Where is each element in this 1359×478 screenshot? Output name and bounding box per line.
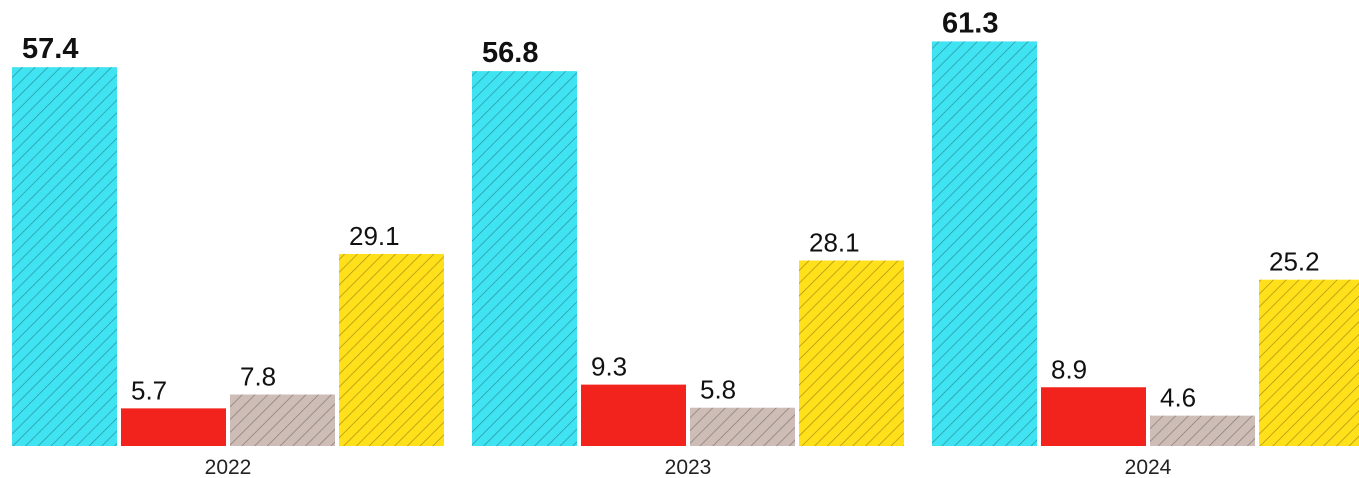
value-label-2024-series-2: 8.9 — [1051, 354, 1087, 384]
bar-hatch-2022-series-1 — [12, 67, 117, 446]
bar-hatch-2024-series-3 — [1150, 415, 1255, 446]
bar-hatch-2024-series-1 — [932, 41, 1037, 447]
category-label-2022: 2022 — [205, 456, 252, 478]
bar-hatch-2023-series-1 — [472, 71, 577, 447]
labels-layer: 57.4 5.7 7.8 29.1 2022 56.8 9.3 5.8 28.1 2023 61.3… — [22, 7, 1320, 478]
bar-2022-series-2 — [121, 408, 226, 446]
value-label-2022-series-1: 57.4 — [22, 33, 78, 65]
bar-hatch-2022-series-3 — [230, 394, 335, 446]
bar-hatch-2023-series-4 — [799, 260, 904, 446]
category-label-2024: 2024 — [1125, 456, 1172, 478]
value-label-2023-series-2: 9.3 — [591, 352, 627, 382]
value-label-2024-series-4: 25.2 — [1269, 247, 1320, 277]
value-label-2023-series-3: 5.8 — [700, 375, 736, 405]
bars-layer — [12, 41, 1359, 447]
value-label-2024-series-3: 4.6 — [1160, 383, 1196, 413]
category-label-2023: 2023 — [665, 456, 712, 478]
bar-2024-series-2 — [1041, 387, 1146, 446]
value-label-2022-series-4: 29.1 — [349, 221, 400, 251]
value-label-2022-series-3: 7.8 — [240, 362, 276, 392]
bar-hatch-2022-series-4 — [339, 253, 444, 446]
value-label-2023-series-4: 28.1 — [809, 228, 860, 258]
bar-hatch-2023-series-3 — [690, 407, 795, 446]
bar-hatch-2024-series-4 — [1259, 279, 1359, 446]
bar-2023-series-2 — [581, 384, 686, 446]
value-label-2023-series-1: 56.8 — [482, 37, 538, 69]
value-label-2022-series-2: 5.7 — [131, 375, 167, 405]
value-label-2024-series-1: 61.3 — [942, 7, 998, 39]
